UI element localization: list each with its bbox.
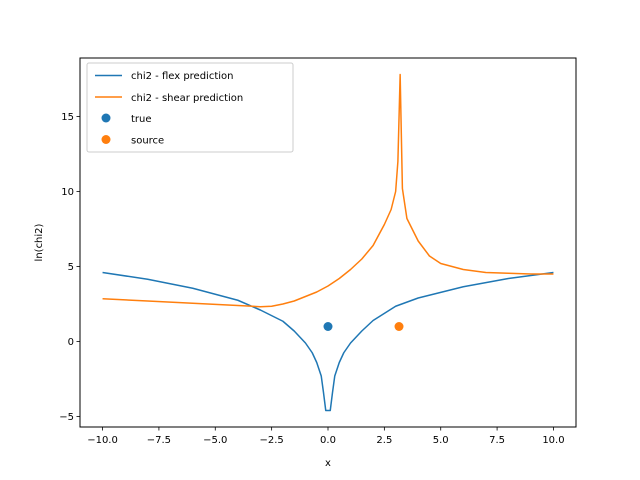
y-tick-label: −5 (59, 412, 74, 423)
x-tick-label: −5.0 (203, 435, 227, 446)
y-axis-ticks: −5 0 5 10 15 (59, 112, 80, 423)
x-tick-label: 2.5 (376, 435, 392, 446)
x-tick-label: 10.0 (542, 435, 564, 446)
y-tick-label: 5 (68, 262, 74, 273)
scatter-point-source (394, 322, 404, 331)
x-tick-label: −10.0 (87, 435, 118, 446)
y-axis-label: ln(chi2) (34, 223, 45, 261)
x-tick-label: −2.5 (259, 435, 283, 446)
series-line-chi2-shear-prediction (102, 73, 554, 308)
legend: chi2 - flex prediction chi2 - shear pred… (86, 62, 294, 153)
x-tick-label: 7.5 (489, 435, 505, 446)
legend-label-true: true (131, 114, 152, 125)
x-tick-label: −7.5 (147, 435, 171, 446)
legend-label-shear: chi2 - shear prediction (131, 93, 243, 104)
series-layer (102, 73, 554, 412)
series-line-chi2-flex-prediction (102, 271, 554, 412)
y-tick-label: 0 (68, 337, 74, 348)
x-tick-label: 5.0 (433, 435, 449, 446)
legend-marker-true (101, 113, 111, 123)
x-axis-label: x (325, 458, 331, 469)
legend-frame (86, 62, 294, 153)
plot-area (79, 57, 577, 428)
x-axis-ticks: −10.0 −7.5 −5.0 −2.5 0.0 2.5 5.0 7.5 10.0 (87, 427, 565, 446)
x-tick-label: 0.0 (320, 435, 336, 446)
legend-label-flex: chi2 - flex prediction (131, 71, 234, 82)
y-tick-label: 15 (61, 112, 74, 123)
scatter-point-true (323, 322, 333, 331)
legend-marker-source (101, 135, 111, 144)
y-tick-label: 10 (61, 187, 74, 198)
legend-label-source: source (131, 136, 164, 147)
